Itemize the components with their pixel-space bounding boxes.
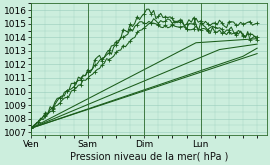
X-axis label: Pression niveau de la mer( hPa ): Pression niveau de la mer( hPa ) xyxy=(70,151,228,162)
